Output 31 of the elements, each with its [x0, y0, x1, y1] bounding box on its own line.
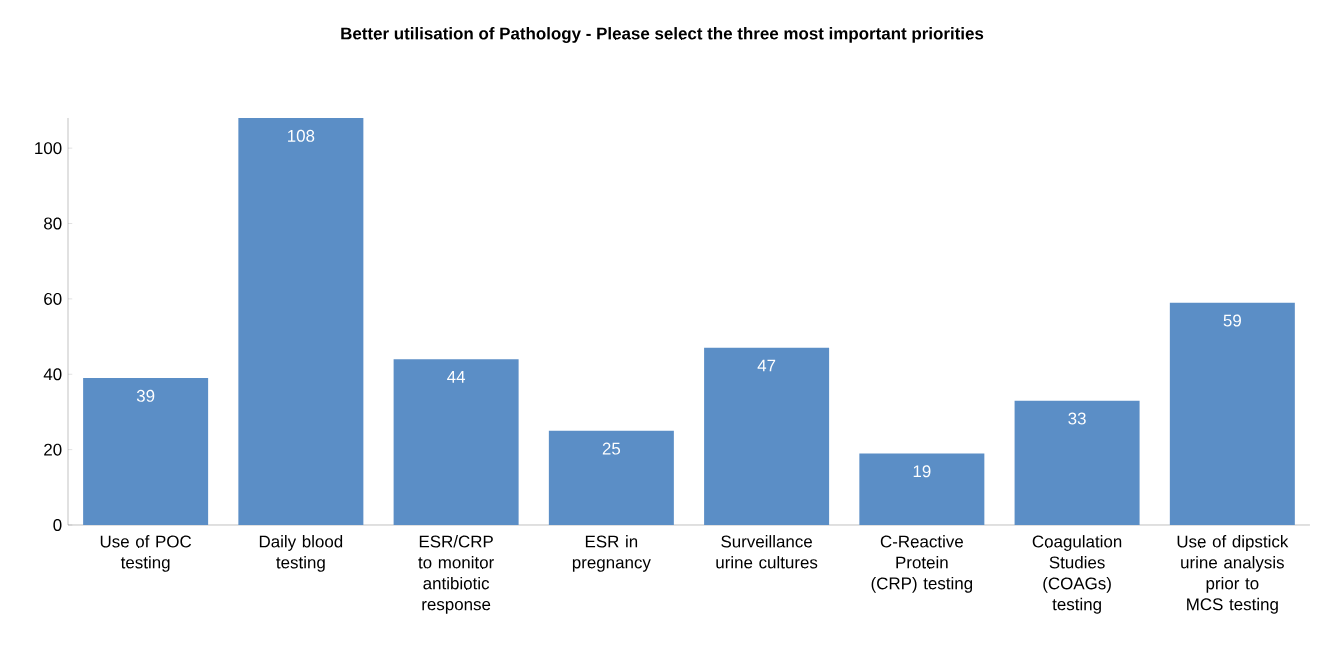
data-label: 44: [447, 371, 466, 383]
y-tick-label: 80: [44, 217, 62, 230]
bar: [1014, 400, 1140, 525]
data-label: 19: [913, 465, 931, 478]
x-tick-label: C-Reactive Protein (CRP) testing: [871, 535, 973, 593]
y-tick-label: 100: [35, 142, 62, 155]
x-tick-label: Coagulation Studies (COAGs) testing: [1032, 535, 1122, 614]
bar: [238, 117, 364, 525]
x-tick-label: Surveillance urine cultures: [716, 535, 818, 569]
y-tick-label: 20: [44, 443, 62, 456]
y-tick-label: 40: [43, 368, 62, 381]
data-label: 108: [288, 129, 315, 142]
bar: [548, 430, 674, 525]
bar: [704, 347, 830, 525]
bar: [393, 359, 519, 525]
y-tick-label: 60: [44, 292, 62, 305]
data-label: 25: [602, 442, 621, 455]
x-tick-label: Use of POC testing: [100, 535, 192, 572]
data-label: 59: [1223, 314, 1241, 327]
x-tick-label: Use of dipstick urine analysis prior to MCS testing: [1177, 535, 1289, 614]
x-tick-label: Daily blood testing: [259, 535, 343, 572]
data-label: 39: [136, 389, 155, 402]
x-tick-label: ESR/CRP to monitor antibiotic response: [418, 535, 494, 614]
x-tick-label: ESR in pregnancy: [572, 535, 651, 572]
bar: [1169, 302, 1295, 525]
data-label: 33: [1068, 412, 1086, 425]
y-tick-label: 0: [53, 519, 62, 531]
chart-title: Better utilisation of Pathology - Please select the three most important priorities: [341, 27, 984, 43]
bar: [83, 378, 209, 525]
data-label: 47: [757, 359, 776, 372]
bar: [859, 453, 985, 525]
